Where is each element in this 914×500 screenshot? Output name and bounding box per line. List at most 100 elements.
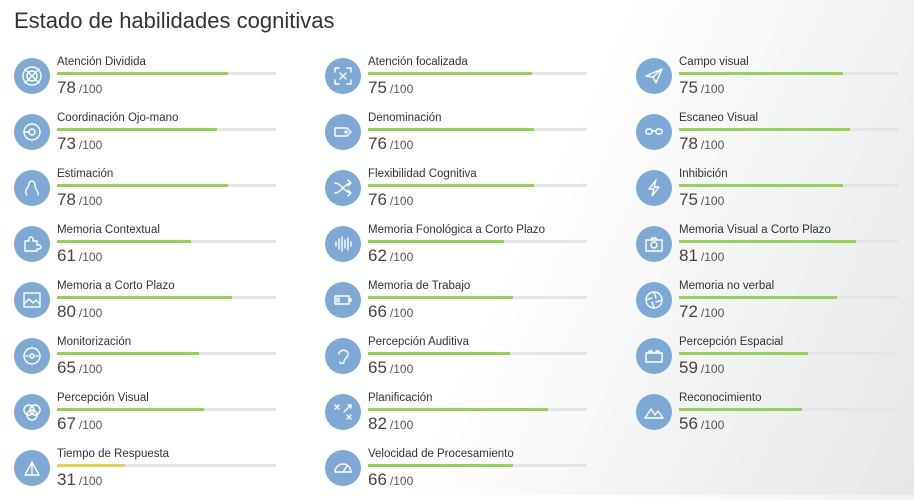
skill-score: 31/100 — [57, 470, 102, 490]
skill-name: Memoria Contextual — [57, 224, 160, 236]
circles-icon — [14, 394, 50, 430]
skill-score: 81/100 — [679, 246, 724, 266]
skill-item[interactable]: Atención focalizada 75/100 — [325, 56, 625, 108]
skill-score-value: 65 — [57, 358, 76, 377]
skill-item[interactable]: Memoria Contextual 61/100 — [14, 224, 314, 276]
skill-name: Estimación — [57, 168, 114, 180]
skill-progress-track — [57, 352, 276, 355]
skill-score-value: 78 — [57, 78, 76, 97]
skill-score-max: /100 — [389, 138, 414, 152]
skill-item[interactable]: Memoria Fonológica a Corto Plazo 62/100 — [325, 224, 625, 276]
skill-score: 73/100 — [57, 134, 102, 154]
skill-name: Percepción Visual — [57, 392, 149, 404]
skill-item[interactable]: Memoria no verbal 72/100 — [636, 280, 914, 332]
skill-progress-track — [368, 72, 587, 75]
skill-progress-fill — [57, 184, 228, 187]
path-curve-icon — [14, 170, 50, 206]
skill-progress-track — [679, 296, 898, 299]
skill-score-max: /100 — [389, 250, 414, 264]
skill-score-max: /100 — [78, 474, 103, 488]
skill-item[interactable]: Planificación 82/100 — [325, 392, 625, 444]
skill-progress-fill — [679, 352, 809, 355]
skill-score-value: 62 — [368, 246, 387, 265]
glasses-icon — [636, 114, 672, 150]
skill-progress-fill — [57, 408, 204, 411]
skill-score: 82/100 — [368, 414, 413, 434]
skill-score-value: 31 — [57, 470, 76, 489]
skill-score: 76/100 — [368, 134, 413, 154]
skill-score-value: 66 — [368, 470, 387, 489]
box-icon — [636, 338, 672, 374]
skill-progress-track — [679, 184, 898, 187]
skill-item[interactable]: Estimación 78/100 — [14, 168, 314, 220]
skill-score-max: /100 — [389, 418, 414, 432]
skill-score-max: /100 — [700, 306, 725, 320]
monitor-eye-icon — [14, 338, 50, 374]
skill-score: 65/100 — [57, 358, 102, 378]
skill-item[interactable]: Flexibilidad Cognitiva 76/100 — [325, 168, 625, 220]
skill-progress-fill — [57, 296, 233, 299]
skill-score-value: 80 — [57, 302, 76, 321]
skill-name: Atención focalizada — [368, 56, 468, 68]
skill-progress-track — [368, 464, 587, 467]
skill-item[interactable]: Coordinación Ojo-mano 73/100 — [14, 112, 314, 164]
skill-name: Percepción Auditiva — [368, 336, 470, 348]
skill-score-max: /100 — [78, 194, 103, 208]
mountains-icon — [636, 394, 672, 430]
skill-score-value: 59 — [679, 358, 698, 377]
skill-progress-track — [57, 184, 276, 187]
skill-name: Inhibición — [679, 168, 728, 180]
skill-name: Denominación — [368, 112, 442, 124]
skill-item[interactable]: Inhibición 75/100 — [636, 168, 914, 220]
skill-progress-fill — [368, 128, 535, 131]
skill-item[interactable]: Monitorización 65/100 — [14, 336, 314, 388]
skill-score-value: 73 — [57, 134, 76, 153]
skill-item[interactable]: Reconocimiento 56/100 — [636, 392, 914, 444]
skill-name: Reconocimiento — [679, 392, 762, 404]
skill-item[interactable]: Memoria Visual a Corto Plazo 81/100 — [636, 224, 914, 276]
speedometer-icon — [325, 450, 361, 486]
skill-progress-track — [57, 464, 276, 467]
focus-icon — [325, 58, 361, 94]
lightning-icon — [636, 170, 672, 206]
skill-progress-track — [368, 352, 587, 355]
skill-item[interactable]: Escaneo Visual 78/100 — [636, 112, 914, 164]
skill-item[interactable]: Percepción Auditiva 65/100 — [325, 336, 625, 388]
skill-progress-fill — [679, 240, 857, 243]
skill-name: Campo visual — [679, 56, 749, 68]
skill-name: Memoria Visual a Corto Plazo — [679, 224, 831, 236]
skill-item[interactable]: Memoria a Corto Plazo 80/100 — [14, 280, 314, 332]
skill-item[interactable]: Atención Dividida 78/100 — [14, 56, 314, 108]
skill-name: Coordinación Ojo-mano — [57, 112, 179, 124]
skill-progress-fill — [368, 72, 533, 75]
skill-item[interactable]: Percepción Visual 67/100 — [14, 392, 314, 444]
skill-score-max: /100 — [78, 250, 103, 264]
skill-score: 78/100 — [57, 190, 102, 210]
skill-item[interactable]: Tiempo de Respuesta 31/100 — [14, 448, 314, 500]
skill-progress-track — [368, 296, 587, 299]
skill-score-value: 67 — [57, 414, 76, 433]
skill-progress-track — [57, 240, 276, 243]
skill-score-max: /100 — [78, 82, 103, 96]
skill-item[interactable]: Memoria de Trabajo 66/100 — [325, 280, 625, 332]
eye-hand-icon — [14, 114, 50, 150]
skill-progress-fill — [368, 184, 535, 187]
skill-progress-track — [57, 72, 276, 75]
skill-item[interactable]: Denominación 76/100 — [325, 112, 625, 164]
skill-name: Memoria a Corto Plazo — [57, 280, 175, 292]
skill-item[interactable]: Percepción Espacial 59/100 — [636, 336, 914, 388]
target-icon — [14, 58, 50, 94]
skill-item[interactable]: Campo visual 75/100 — [636, 56, 914, 108]
skill-item[interactable]: Velocidad de Procesamiento 66/100 — [325, 448, 625, 500]
skill-score-max: /100 — [389, 474, 414, 488]
skill-name: Escaneo Visual — [679, 112, 759, 124]
skill-score: 56/100 — [679, 414, 724, 434]
skill-score-value: 56 — [679, 414, 698, 433]
page-title: Estado de habilidades cognitivas — [14, 8, 335, 33]
skill-name: Memoria no verbal — [679, 280, 775, 292]
skill-score: 78/100 — [679, 134, 724, 154]
skill-progress-fill — [368, 464, 513, 467]
skill-score: 75/100 — [679, 190, 724, 210]
skill-score-max: /100 — [700, 250, 725, 264]
tag-icon — [325, 114, 361, 150]
